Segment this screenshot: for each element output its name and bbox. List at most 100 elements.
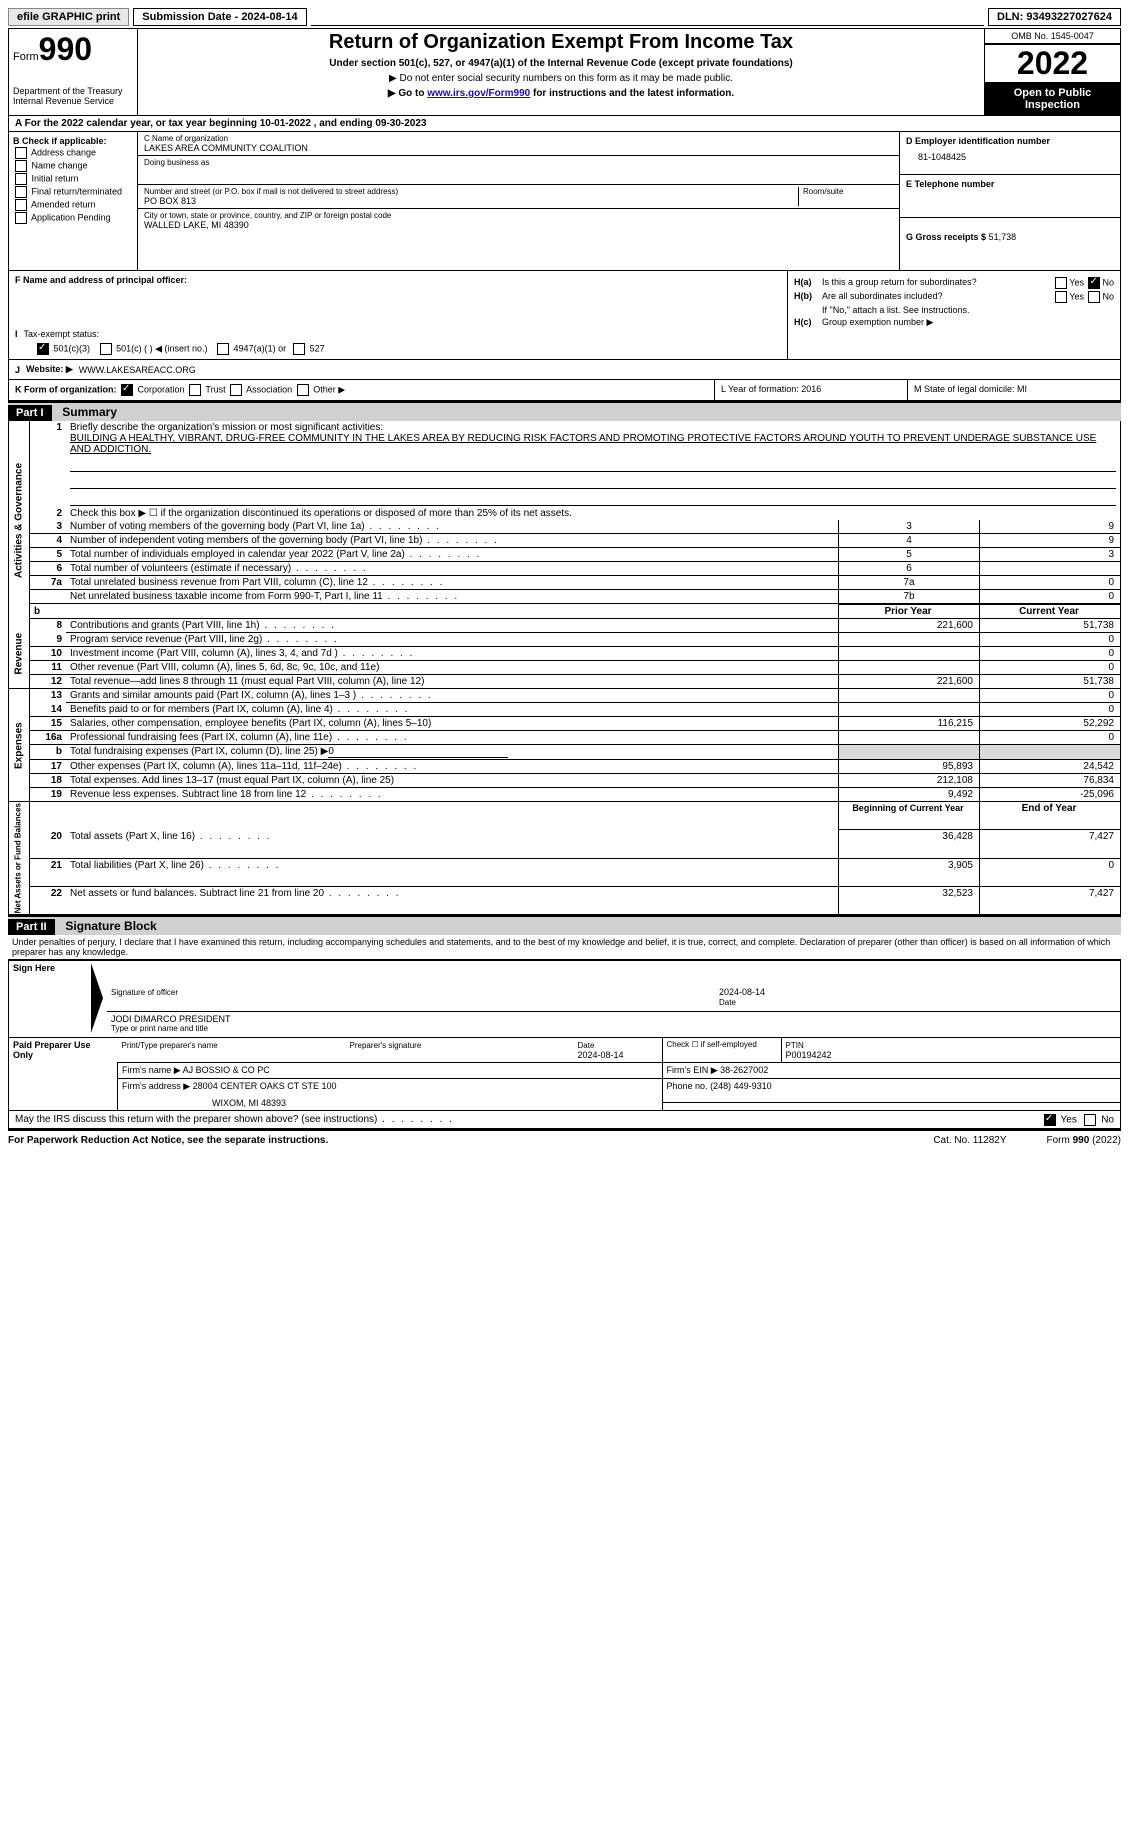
officer-name: JODI DIMARCO PRESIDENT	[111, 1014, 1116, 1024]
line4-val: 9	[980, 534, 1121, 548]
vlabel-netassets: Net Assets or Fund Balances	[9, 802, 30, 915]
line7b-val: 0	[980, 590, 1121, 604]
omb-number: OMB No. 1545-0047	[985, 29, 1120, 44]
cat-no: Cat. No. 11282Y	[933, 1135, 1006, 1146]
line2-text: Check this box ▶ ☐ if the organization d…	[66, 507, 1121, 520]
line7a-val: 0	[980, 576, 1121, 590]
part1-title: Summary	[54, 403, 125, 421]
l-year-formation: L Year of formation: 2016	[715, 380, 908, 400]
chk-527[interactable]	[293, 343, 305, 355]
firm-addr-label: Firm's address ▶	[122, 1081, 190, 1091]
pra-notice: For Paperwork Reduction Act Notice, see …	[8, 1135, 328, 1146]
perjury-declaration: Under penalties of perjury, I declare th…	[8, 935, 1121, 960]
type-name-label: Type or print name and title	[111, 1024, 1116, 1033]
line14-text: Benefits paid to or for members (Part IX…	[66, 703, 839, 717]
paid-preparer-label: Paid Preparer Use Only	[9, 1038, 118, 1111]
hdr-current: Current Year	[980, 605, 1121, 619]
line15-prior: 116,215	[839, 717, 980, 731]
prep-name-label: Print/Type preparer's name	[122, 1041, 218, 1050]
chk-corp[interactable]	[121, 384, 133, 396]
chk-amended[interactable]: Amended return	[13, 199, 133, 211]
hb-note: If "No," attach a list. See instructions…	[794, 305, 1114, 315]
line17-curr: 24,542	[980, 760, 1121, 774]
open-public-1: Open to Public	[987, 87, 1118, 99]
f-officer-label: F Name and address of principal officer:	[15, 275, 187, 285]
line10-text: Investment income (Part VIII, column (A)…	[66, 647, 839, 661]
line18-text: Total expenses. Add lines 13–17 (must eq…	[66, 774, 839, 788]
line16a-text: Professional fundraising fees (Part IX, …	[66, 731, 839, 745]
chk-501c[interactable]	[100, 343, 112, 355]
org-name: LAKES AREA COMMUNITY COALITION	[144, 143, 893, 153]
firm-ein-label: Firm's EIN ▶	[667, 1065, 718, 1075]
chk-app-pending[interactable]: Application Pending	[13, 212, 133, 224]
line1-label: Briefly describe the organization's miss…	[70, 422, 383, 433]
line16a-curr: 0	[980, 731, 1121, 745]
prep-sig-label: Preparer's signature	[350, 1041, 422, 1050]
line17-text: Other expenses (Part IX, column (A), lin…	[66, 760, 839, 774]
org-address: PO BOX 813	[144, 196, 798, 206]
addr-label: Number and street (or P.O. box if mail i…	[144, 187, 798, 196]
hb-no[interactable]	[1088, 291, 1100, 303]
firm-addr1: 28004 CENTER OAKS CT STE 100	[193, 1081, 337, 1091]
line11-curr: 0	[980, 661, 1121, 675]
line21-prior: 3,905	[839, 858, 980, 886]
line21-text: Total liabilities (Part X, line 26)	[66, 858, 839, 886]
open-public-2: Inspection	[987, 99, 1118, 111]
line22-text: Net assets or fund balances. Subtract li…	[66, 887, 839, 915]
subtitle-2: ▶ Do not enter social security numbers o…	[144, 73, 978, 84]
line20-text: Total assets (Part X, line 16)	[66, 830, 839, 858]
ha-no[interactable]	[1088, 277, 1100, 289]
line9-curr: 0	[980, 633, 1121, 647]
line5-val: 3	[980, 548, 1121, 562]
k-form-org-label: K Form of organization:	[15, 384, 117, 394]
line5-text: Total number of individuals employed in …	[66, 548, 839, 562]
chk-name-change[interactable]: Name change	[13, 160, 133, 172]
efile-print-btn[interactable]: efile GRAPHIC print	[8, 8, 129, 26]
chk-trust[interactable]	[189, 384, 201, 396]
chk-final-return[interactable]: Final return/terminated	[13, 186, 133, 198]
form-label: Form	[13, 51, 39, 63]
d-ein-label: D Employer identification number	[906, 136, 1050, 146]
line6-val	[980, 562, 1121, 576]
city-label: City or town, state or province, country…	[144, 211, 893, 220]
prep-date-val: 2024-08-14	[578, 1050, 624, 1060]
line16b-val: 0	[328, 746, 508, 758]
line16b-text: Total fundraising expenses (Part IX, col…	[70, 746, 328, 757]
tax-year: 2022	[985, 44, 1120, 83]
chk-initial-return[interactable]: Initial return	[13, 173, 133, 185]
sig-officer-label: Signature of officer	[111, 988, 178, 997]
line20-curr: 7,427	[980, 830, 1121, 858]
line7a-text: Total unrelated business revenue from Pa…	[66, 576, 839, 590]
ha-label: Is this a group return for subordinates?	[822, 277, 1024, 289]
subtitle-3: ▶ Go to www.irs.gov/Form990 for instruct…	[144, 88, 978, 99]
ein-value: 81-1048425	[906, 146, 1114, 162]
row-a-calendar: A For the 2022 calendar year, or tax yea…	[8, 116, 1121, 132]
prep-date-label: Date	[578, 1041, 595, 1050]
chk-other[interactable]	[297, 384, 309, 396]
m-state-domicile: M State of legal domicile: MI	[908, 380, 1120, 400]
ha-yes[interactable]	[1055, 277, 1067, 289]
line19-curr: -25,096	[980, 788, 1121, 802]
hb-yes[interactable]	[1055, 291, 1067, 303]
discuss-no[interactable]	[1084, 1114, 1096, 1126]
mission-text: BUILDING A HEALTHY, VIBRANT, DRUG-FREE C…	[70, 433, 1096, 455]
chk-address-change[interactable]: Address change	[13, 147, 133, 159]
section-b-label: B Check if applicable:	[13, 136, 107, 146]
irs-link[interactable]: www.irs.gov/Form990	[427, 88, 530, 99]
line18-curr: 76,834	[980, 774, 1121, 788]
subtitle-1: Under section 501(c), 527, or 4947(a)(1)…	[144, 58, 978, 69]
chk-4947[interactable]	[217, 343, 229, 355]
form-footer: Form 990 (2022)	[1047, 1135, 1121, 1146]
hdr-end: End of Year	[980, 802, 1121, 830]
line22-curr: 7,427	[980, 887, 1121, 915]
i-tax-exempt-label: Tax-exempt status:	[24, 329, 100, 339]
discuss-yes[interactable]	[1044, 1114, 1056, 1126]
line19-text: Revenue less expenses. Subtract line 18 …	[66, 788, 839, 802]
chk-assoc[interactable]	[230, 384, 242, 396]
line10-curr: 0	[980, 647, 1121, 661]
chk-501c3[interactable]	[37, 343, 49, 355]
form-number: 990	[39, 31, 92, 67]
room-label: Room/suite	[803, 187, 893, 196]
line3-text: Number of voting members of the governin…	[66, 520, 839, 534]
self-employed-chk[interactable]: Check ☐ if self-employed	[662, 1038, 781, 1063]
